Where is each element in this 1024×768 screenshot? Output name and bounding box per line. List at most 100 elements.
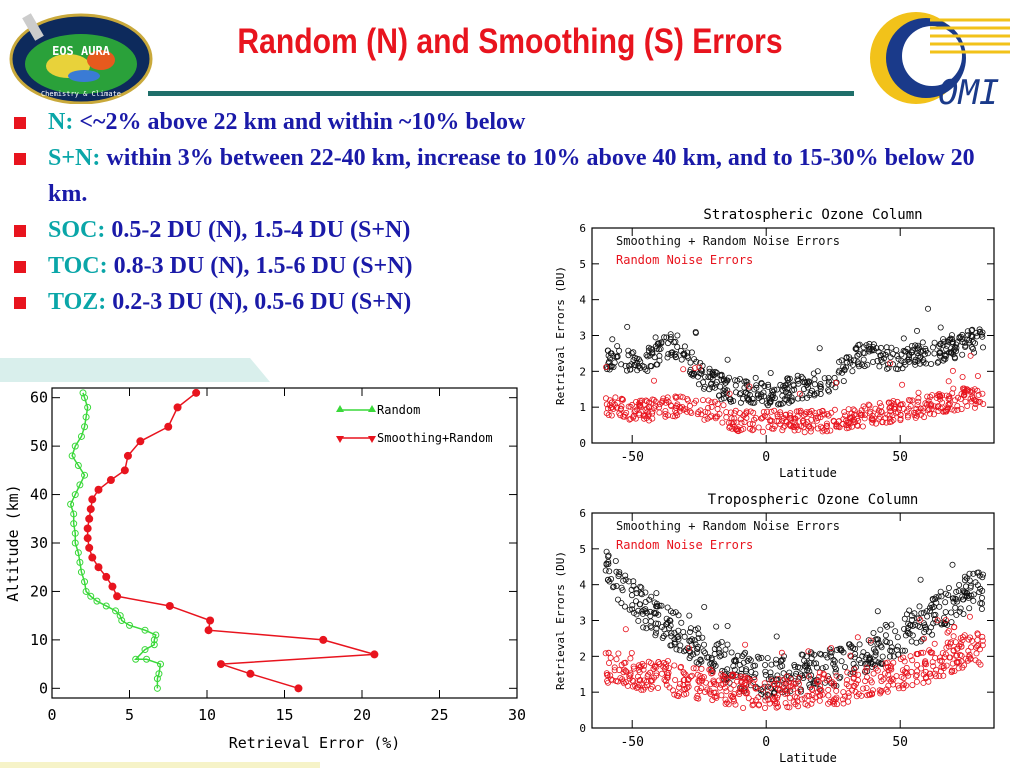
scatter-point <box>779 656 786 663</box>
y-tick-label: 6 <box>579 222 586 235</box>
scatter-point <box>640 607 647 614</box>
scatter-series-1 <box>603 352 987 436</box>
scatter-point <box>947 639 954 646</box>
scatter-point <box>806 681 813 688</box>
data-point <box>155 670 163 678</box>
scatter-point <box>786 669 793 676</box>
scatter-point <box>741 674 748 681</box>
scatter-point <box>795 680 802 687</box>
scatter-point <box>949 390 956 397</box>
scatter-point <box>779 392 786 399</box>
scatter-point <box>903 348 910 355</box>
scatter-point <box>671 640 678 647</box>
scatter-point <box>618 395 625 402</box>
scatter-point <box>934 359 941 366</box>
legend-label: Random <box>377 403 420 417</box>
scatter-point <box>777 381 784 388</box>
scatter-point <box>833 701 840 708</box>
scatter-point <box>692 328 699 335</box>
scatter-point <box>649 683 656 690</box>
scatter-point <box>651 405 658 412</box>
scatter-point <box>608 412 615 419</box>
data-point <box>153 675 161 683</box>
scatter-point <box>606 659 613 666</box>
scatter-point <box>750 409 757 416</box>
scatter-point <box>870 670 877 677</box>
scatter-point <box>913 412 920 419</box>
stratospheric-ozone-chart: Stratospheric Ozone Column -50 0 50 0 1 2 3 4 5 6 L… <box>554 207 995 480</box>
scatter-point <box>932 611 939 618</box>
scatter-point <box>825 381 832 388</box>
legend-marker <box>368 436 376 443</box>
scatter-point <box>771 693 778 700</box>
scatter-point <box>699 397 706 404</box>
scatter-point <box>618 661 625 668</box>
scatter-point <box>845 693 852 700</box>
data-point <box>76 481 84 489</box>
scatter-point <box>954 406 961 413</box>
scatter-point <box>629 606 636 613</box>
scatter-point <box>665 665 672 672</box>
bullet-marker <box>14 225 26 237</box>
scatter-point <box>975 391 982 398</box>
scatter-point <box>696 364 703 371</box>
scatter-point <box>816 650 823 657</box>
scatter-point <box>743 409 750 416</box>
scatter-point <box>943 352 950 359</box>
scatter-point <box>745 695 752 702</box>
scatter-point <box>833 423 840 430</box>
scatter-point <box>640 624 647 631</box>
scatter-point <box>786 391 793 398</box>
scatter-point <box>664 412 671 419</box>
scatter-point <box>672 676 679 683</box>
scatter-point <box>652 632 659 639</box>
decorative-band-bottom <box>0 762 320 768</box>
scatter-point <box>904 356 911 363</box>
scatter-point <box>661 334 668 341</box>
scatter-point <box>675 612 682 619</box>
scatter-point <box>610 405 617 412</box>
scatter-point <box>878 678 885 685</box>
scatter-point <box>759 414 766 421</box>
scatter-point <box>942 616 949 623</box>
scatter-point <box>901 668 908 675</box>
scatter-point <box>774 672 781 679</box>
scatter-point <box>770 681 777 688</box>
scatter-point <box>979 587 986 594</box>
scatter-point <box>680 681 687 688</box>
scatter-point <box>945 627 952 634</box>
scatter-point <box>698 685 705 692</box>
scatter-point <box>767 684 774 691</box>
scatter-point <box>708 654 715 661</box>
scatter-point <box>706 365 713 372</box>
scatter-point <box>876 400 883 407</box>
scatter-point <box>914 342 921 349</box>
series-line-1 <box>86 392 375 690</box>
scatter-point <box>612 558 619 565</box>
scatter-point <box>884 348 891 355</box>
y-tick-label: 40 <box>30 486 48 504</box>
scatter-point <box>672 407 679 414</box>
scatter-point <box>961 385 968 392</box>
scatter-point <box>714 405 721 412</box>
data-point <box>113 592 122 601</box>
x-tick-label: 20 <box>353 706 371 724</box>
scatter-point <box>843 425 850 432</box>
scatter-point <box>717 383 724 390</box>
x-tick-label: 0 <box>762 735 770 750</box>
scatter-point <box>770 696 777 703</box>
scatter-point <box>698 411 705 418</box>
scatter-point <box>926 406 933 413</box>
scatter-point <box>831 658 838 665</box>
scatter-point <box>832 384 839 391</box>
scatter-point <box>776 687 783 694</box>
scatter-point <box>938 593 945 600</box>
scatter-point <box>819 407 826 414</box>
scatter-point <box>953 658 960 665</box>
series-line-0 <box>69 392 162 689</box>
scatter-point <box>762 668 769 675</box>
logo-subtext: Chemistry & Climate <box>41 90 121 98</box>
scatter-point <box>642 617 649 624</box>
data-point <box>153 684 161 692</box>
scatter-point <box>646 417 653 424</box>
